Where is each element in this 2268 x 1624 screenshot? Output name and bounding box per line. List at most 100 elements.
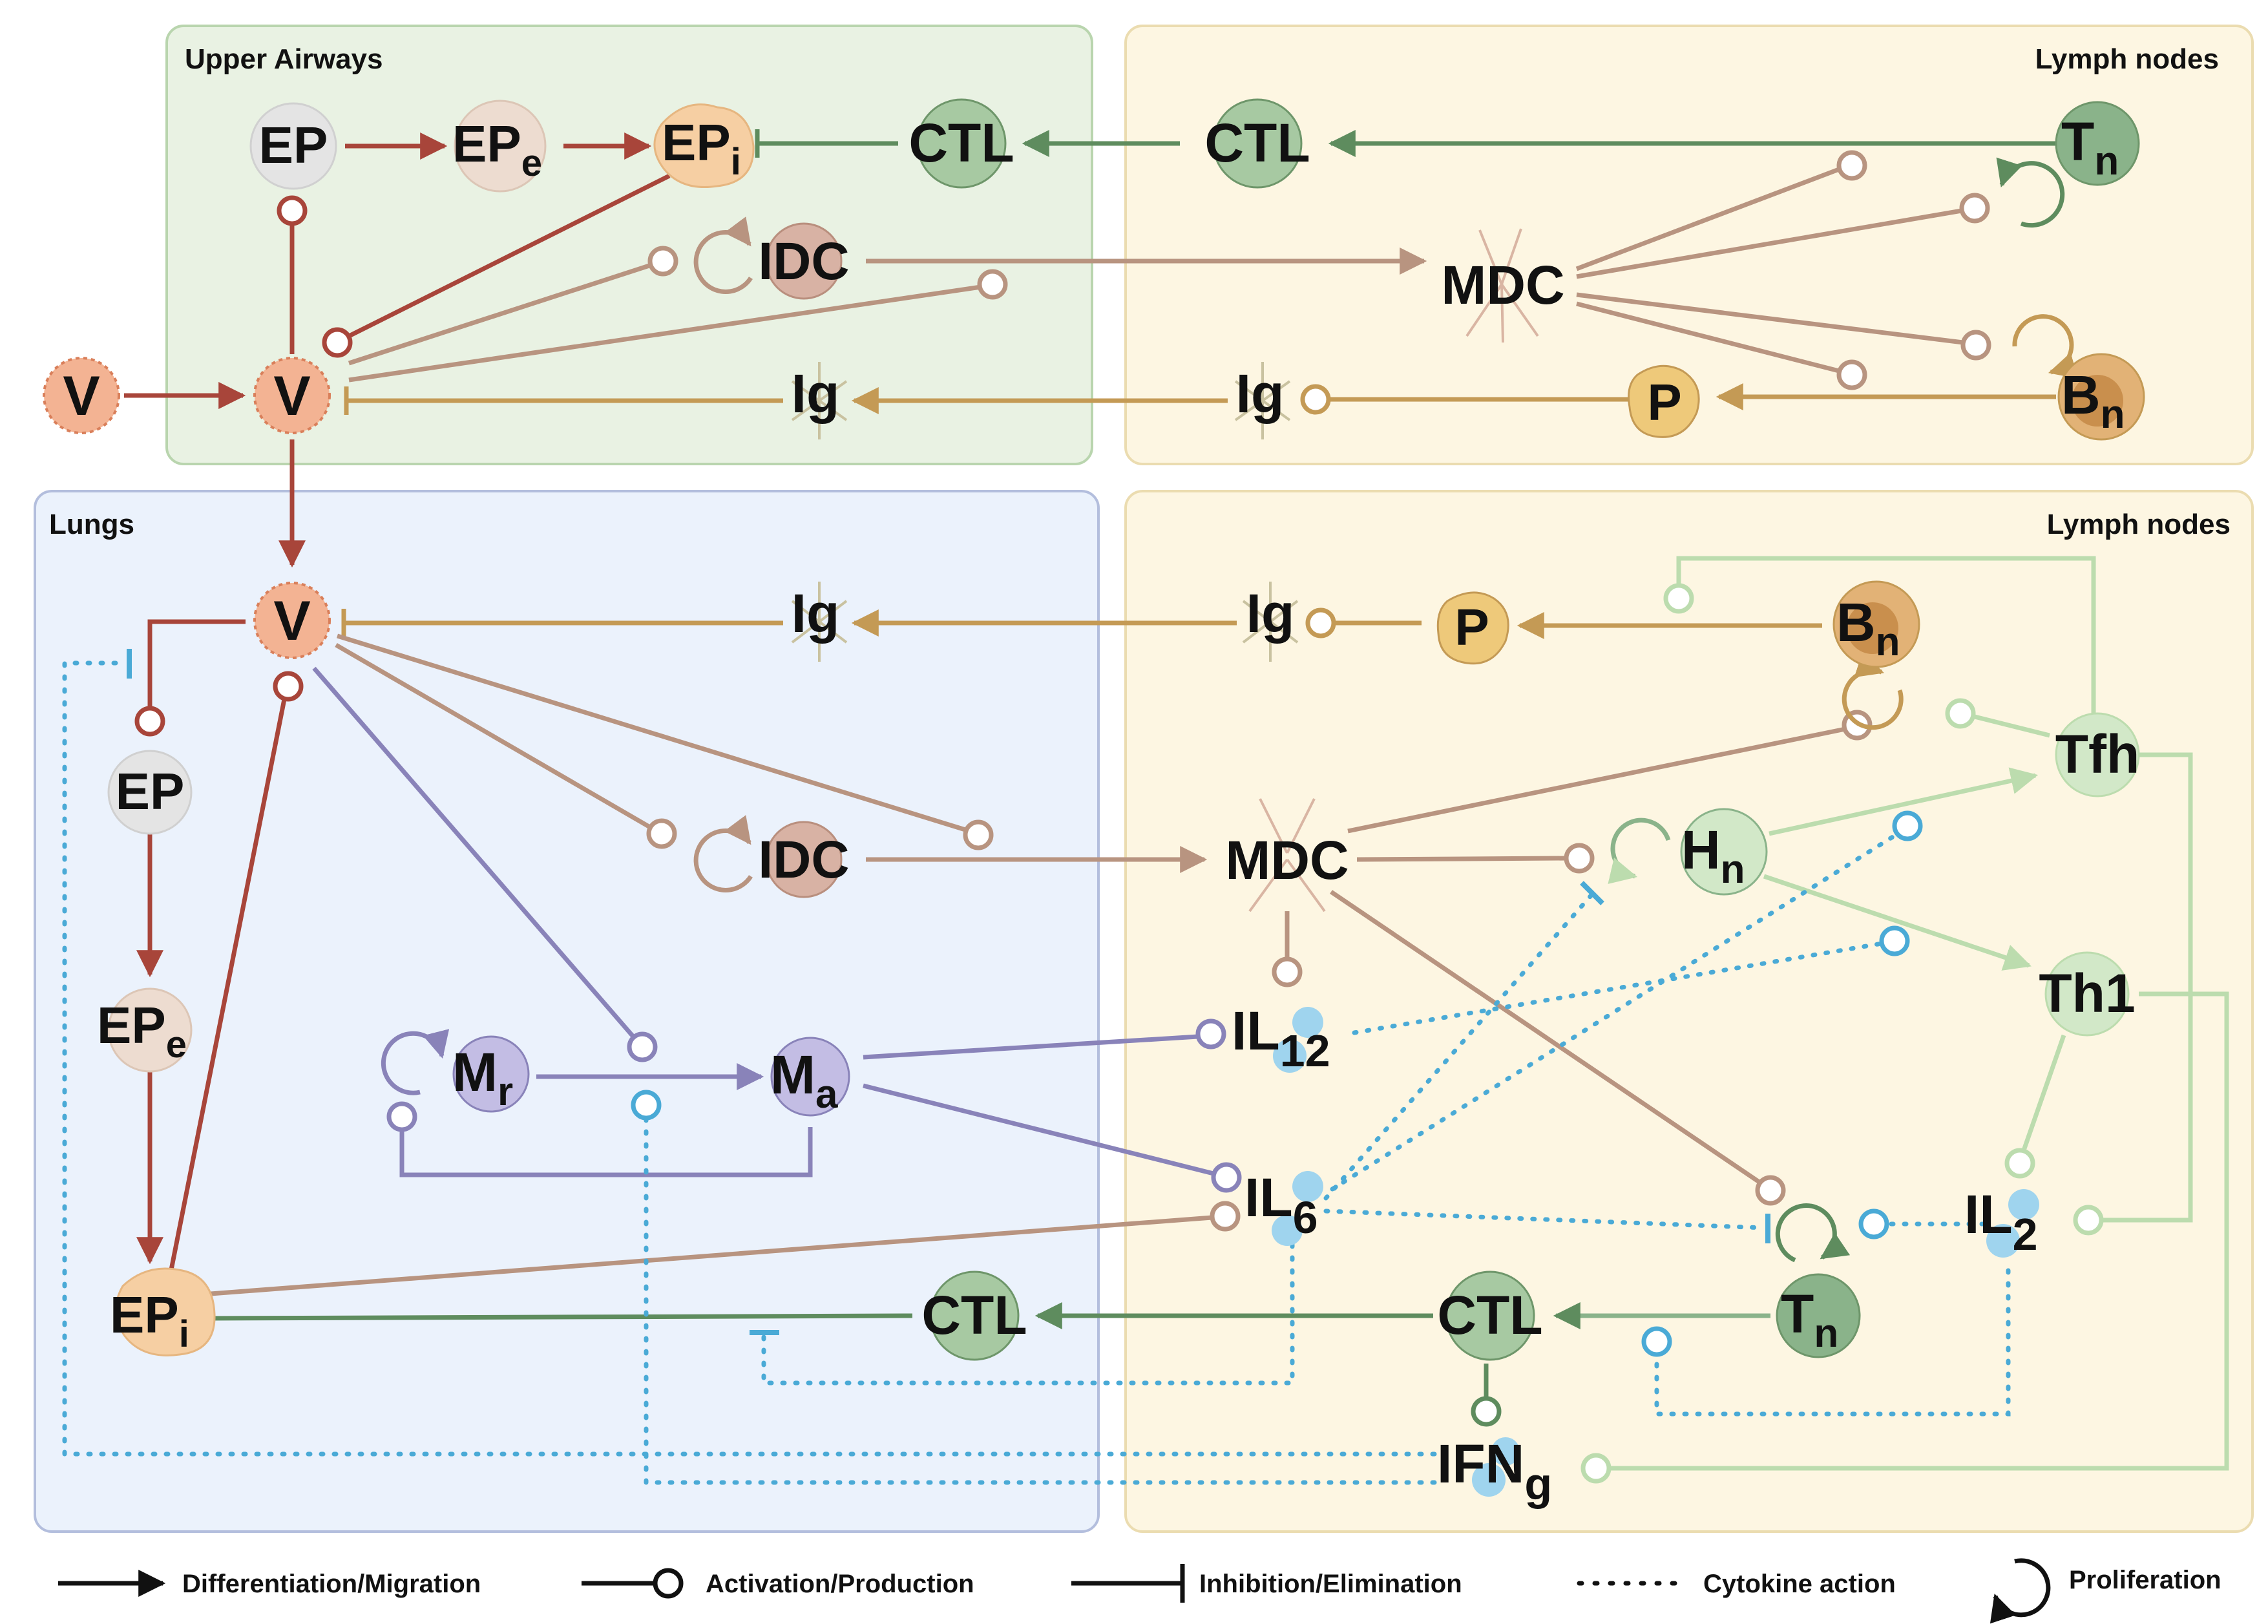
node-ctl-lungs: CTL (921, 1271, 1027, 1361)
edge-v-activates-idc-upper (348, 262, 653, 366)
node-ctl-lymph-bottom: CTL (1437, 1271, 1543, 1361)
node-tfh: Tfh (2055, 712, 2140, 797)
svg-text:Ig: Ig (1246, 583, 1295, 644)
panel-title-lymph-nodes-top: Lymph nodes (2035, 43, 2219, 75)
svg-text:P: P (1454, 598, 1489, 656)
activation-end-il6-epi (1210, 1201, 1241, 1232)
activation-end-dc-lungs (963, 819, 994, 850)
activation-end-ig-bottom (1305, 607, 1336, 638)
edge-tfh-activates-bn-bottom (1676, 556, 2096, 732)
proliferation-tn-bottom (1775, 1203, 1851, 1263)
svg-text:EP: EP (116, 763, 185, 820)
edge-v-activates-ma (312, 666, 635, 1039)
node-il6: IL6 (1244, 1167, 1323, 1246)
svg-text:Mr: Mr (452, 1042, 513, 1114)
edge-hn-to-tfh (1769, 767, 2039, 836)
node-ig-lymph-top: Ig (1234, 362, 1291, 439)
node-ifng: IFNg (1437, 1433, 1552, 1509)
edge-ep-activates-v-lungs (147, 619, 246, 707)
svg-text:EP: EP (259, 116, 328, 174)
svg-text:Ig: Ig (1236, 363, 1285, 424)
cytokine-ifng-activates-ma (644, 1117, 1437, 1485)
cytokine-end-ma (631, 1090, 662, 1121)
cytokine-il6-activates-tfh (1330, 832, 1898, 1192)
edge-mdc-activates-hn (1356, 856, 1567, 862)
svg-text:Ig: Ig (792, 583, 840, 644)
activation-end-ep-upper (277, 195, 308, 226)
proliferation-loops (381, 157, 2079, 1263)
node-ep-upper: EP (249, 102, 337, 190)
activation-end-v-lungs (273, 671, 304, 702)
node-th1: Th1 (2039, 951, 2136, 1037)
svg-text:Bn: Bn (2061, 364, 2125, 437)
edge-th1-produces-il2 (2021, 1034, 2066, 1152)
node-tn-top: Tn (2055, 101, 2140, 186)
panel-lymph-nodes-bottom: Lymph nodes (1124, 490, 2254, 1533)
edge-th1-produces-ifng (1609, 991, 2229, 1471)
edge-tfh-produces-il2 (2101, 752, 2193, 1223)
svg-text:CTL: CTL (1204, 112, 1310, 173)
proliferation-idc-lungs (693, 815, 753, 892)
activation-end-idc-upper (647, 246, 678, 277)
activation-end-bn-tfh (1663, 583, 1694, 614)
activation-end-tn-mdc (1755, 1175, 1786, 1206)
activation-end-tn-top (1836, 150, 1867, 181)
node-epi-lungs: EPi (110, 1267, 216, 1356)
edge-epi-produces-v-upper (348, 173, 671, 339)
svg-text:EPi: EPi (110, 1286, 189, 1355)
legend-proliferation: Proliferation (1990, 1558, 2221, 1624)
activation-end-p-top (1836, 359, 1867, 390)
edge-epi-produces-v-lungs (167, 699, 287, 1280)
activation-end-il2-tfh (2073, 1205, 2104, 1236)
edge-v-activates-dc-upper (348, 284, 982, 383)
svg-text:MDC: MDC (1441, 255, 1564, 315)
node-idc-lungs: IDC (758, 821, 850, 898)
svg-text:V: V (273, 590, 310, 652)
svg-text:V: V (273, 365, 310, 427)
activation-end-ma-v (627, 1031, 658, 1062)
svg-text:Bn: Bn (1836, 592, 1900, 664)
svg-text:Cytokine action: Cytokine action (1703, 1570, 1896, 1598)
legend: Differentiation/Migration Activation/Pro… (58, 1558, 2221, 1624)
panel-upper-airways: Upper Airways (165, 25, 1093, 465)
edge-mdc-activates-p-top (1576, 301, 1840, 374)
node-ctl-lymph-top: CTL (1204, 98, 1310, 189)
cytokine-ifng-inhibits-v-infection (62, 660, 1437, 1457)
node-mr: Mr (452, 1035, 530, 1114)
node-bn-bottom: Bn (1832, 580, 1920, 668)
activation-end-ifng-th1 (1580, 1453, 1612, 1484)
node-v-lungs: V (253, 582, 331, 659)
edge-mdc-activates-tn-bottom (1330, 890, 1761, 1185)
proliferation-idc-upper (693, 216, 753, 294)
panel-lungs: Lungs (34, 490, 1100, 1533)
svg-text:IDC: IDC (758, 830, 849, 889)
node-ig-lungs: Ig (792, 582, 848, 662)
edge-ctl-inhibits-epi-lungs (207, 1313, 913, 1321)
cytokine-inhibition-bars (127, 649, 1770, 1335)
legend-differentiation: Differentiation/Migration (58, 1570, 481, 1598)
activation-end-bn-top (1960, 330, 1991, 361)
edge-ma-produces-il12 (863, 1034, 1199, 1060)
svg-text:CTL: CTL (1437, 1285, 1542, 1345)
cytokine-end-tn (1858, 1208, 1889, 1239)
node-epe-upper: EPe (452, 100, 547, 193)
node-tn-bottom: Tn (1776, 1273, 1861, 1358)
activation-end-idc-lungs (646, 818, 677, 849)
activation-end-bn-prolif-tfh (1945, 698, 1976, 729)
svg-text:Ig: Ig (792, 363, 840, 424)
svg-text:IL6: IL6 (1244, 1167, 1318, 1243)
node-ig-lymph-bottom: Ig (1242, 582, 1299, 662)
svg-text:IL2: IL2 (1964, 1184, 2038, 1260)
node-v-upper: V (253, 357, 331, 434)
edge-mdc-activates-tn-prolif-top (1576, 208, 1962, 279)
svg-text:Differentiation/Migration: Differentiation/Migration (182, 1570, 481, 1598)
edge-epi-produces-il6 (210, 1215, 1213, 1296)
svg-text:EPe: EPe (97, 997, 187, 1066)
cytokine-bar-hn (1580, 881, 1604, 905)
cytokine-il6-inhibits-tn (1323, 1208, 1767, 1230)
proliferation-mr (381, 1029, 450, 1095)
activation-end-il12-mdc (1272, 956, 1303, 987)
cytokine-il6-inhibits-hn (1323, 893, 1593, 1201)
edge-mdc-activates-bn-bottom (1347, 726, 1846, 834)
panel-title-lymph-nodes-bottom: Lymph nodes (2047, 509, 2231, 540)
